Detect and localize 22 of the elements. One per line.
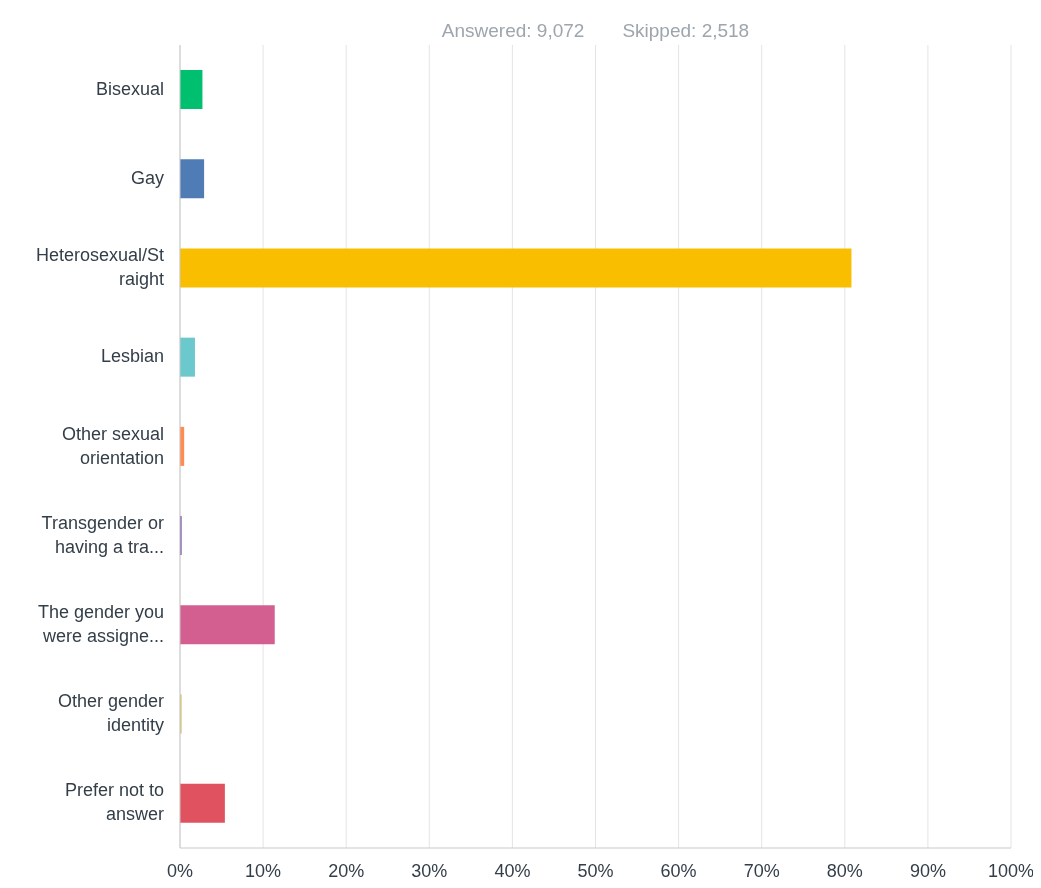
x-tick-label: 0%	[166, 860, 194, 881]
x-tick-label: 90%	[909, 860, 946, 881]
text: Skipped: 2,518	[622, 20, 750, 42]
y-tick-label: Prefer not to answer	[64, 780, 164, 825]
x-tick-label: 50%	[577, 860, 614, 881]
y-tick-label: Bisexual	[95, 78, 164, 99]
x-tick-label: 40%	[494, 860, 531, 881]
text: Answered: 9,072	[441, 20, 585, 42]
y-tick-label: Other sexual orientation	[61, 423, 164, 468]
x-tick-label: 70%	[743, 860, 780, 881]
x-tick-label: 10%	[245, 860, 282, 881]
y-tick-label: Lesbian	[100, 346, 164, 367]
y-tick-label: Heterosexual/Straight	[35, 244, 164, 289]
y-tick-label: Transgender or having a tra...	[41, 512, 164, 557]
x-tick-label: 20%	[328, 860, 365, 881]
y-tick-label: Gay	[130, 167, 164, 188]
x-tick-label: 80%	[826, 860, 863, 881]
x-tick-label: 30%	[411, 860, 448, 881]
y-tick-label: Other gender identity	[57, 690, 164, 735]
x-tick-label: 100%	[987, 860, 1035, 881]
x-tick-label: 60%	[660, 860, 697, 881]
y-tick-label: The gender you were assigne...	[37, 601, 164, 646]
